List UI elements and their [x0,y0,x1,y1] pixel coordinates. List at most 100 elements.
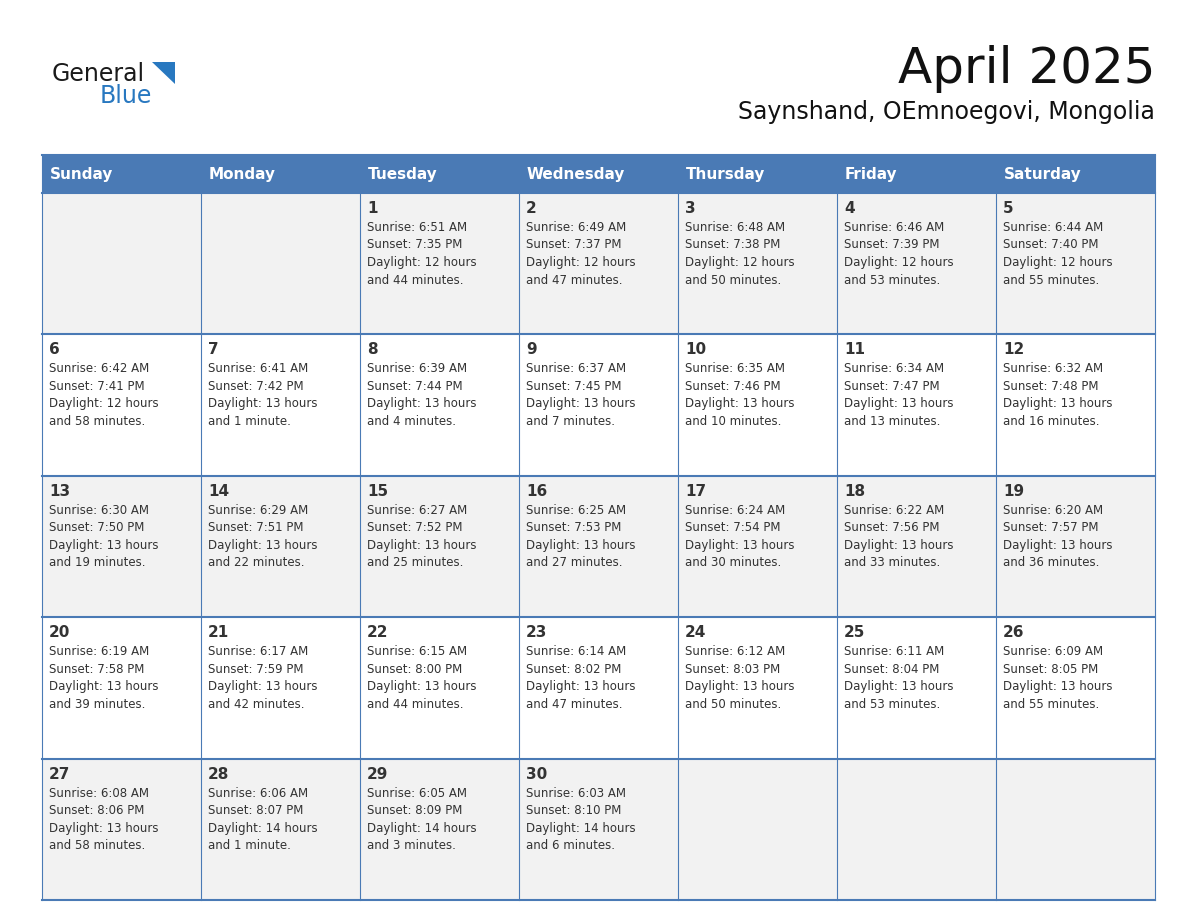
Text: Daylight: 12 hours: Daylight: 12 hours [49,397,159,410]
Text: 10: 10 [685,342,706,357]
Text: Sunrise: 6:24 AM: Sunrise: 6:24 AM [685,504,785,517]
Text: Daylight: 13 hours: Daylight: 13 hours [1003,680,1112,693]
Text: Sunset: 8:04 PM: Sunset: 8:04 PM [843,663,940,676]
Text: Friday: Friday [845,166,898,182]
Text: Daylight: 12 hours: Daylight: 12 hours [1003,256,1113,269]
Text: 19: 19 [1003,484,1024,498]
Text: Daylight: 13 hours: Daylight: 13 hours [843,397,954,410]
Text: and 53 minutes.: and 53 minutes. [843,274,940,286]
Text: 21: 21 [208,625,229,640]
Text: 5: 5 [1003,201,1013,216]
Text: 23: 23 [526,625,548,640]
Text: Saturday: Saturday [1004,166,1082,182]
Text: Sunrise: 6:42 AM: Sunrise: 6:42 AM [49,363,150,375]
Text: April 2025: April 2025 [897,45,1155,93]
Text: Daylight: 13 hours: Daylight: 13 hours [1003,539,1112,552]
Text: Sunrise: 6:41 AM: Sunrise: 6:41 AM [208,363,308,375]
Text: Sunset: 7:53 PM: Sunset: 7:53 PM [526,521,621,534]
Text: Sunrise: 6:44 AM: Sunrise: 6:44 AM [1003,221,1104,234]
Bar [42,155,1155,193]
Text: and 36 minutes.: and 36 minutes. [1003,556,1099,569]
Text: Sunrise: 6:17 AM: Sunrise: 6:17 AM [208,645,308,658]
Bar [42,617,1155,758]
Text: Sunset: 8:05 PM: Sunset: 8:05 PM [1003,663,1098,676]
Text: and 55 minutes.: and 55 minutes. [1003,274,1099,286]
Text: 3: 3 [685,201,696,216]
Text: Wednesday: Wednesday [527,166,625,182]
Text: Saynshand, OEmnoegovi, Mongolia: Saynshand, OEmnoegovi, Mongolia [738,100,1155,124]
Text: Daylight: 13 hours: Daylight: 13 hours [685,539,795,552]
Text: and 13 minutes.: and 13 minutes. [843,415,941,428]
Text: Sunday: Sunday [50,166,113,182]
Bar [42,334,1155,476]
Text: 9: 9 [526,342,537,357]
Text: Sunset: 8:07 PM: Sunset: 8:07 PM [208,804,303,817]
Text: Sunrise: 6:32 AM: Sunrise: 6:32 AM [1003,363,1104,375]
Text: Daylight: 12 hours: Daylight: 12 hours [685,256,795,269]
Text: Sunset: 7:44 PM: Sunset: 7:44 PM [367,380,462,393]
Text: Sunset: 7:37 PM: Sunset: 7:37 PM [526,239,621,252]
Text: 2: 2 [526,201,537,216]
Text: and 44 minutes.: and 44 minutes. [367,698,463,711]
Text: Blue: Blue [100,84,152,108]
Text: Daylight: 12 hours: Daylight: 12 hours [526,256,636,269]
Text: Sunset: 7:42 PM: Sunset: 7:42 PM [208,380,304,393]
Text: Sunset: 8:09 PM: Sunset: 8:09 PM [367,804,462,817]
Text: Sunset: 7:40 PM: Sunset: 7:40 PM [1003,239,1099,252]
Text: 14: 14 [208,484,229,498]
Text: and 44 minutes.: and 44 minutes. [367,274,463,286]
Text: Daylight: 13 hours: Daylight: 13 hours [49,539,158,552]
Text: Daylight: 13 hours: Daylight: 13 hours [685,680,795,693]
Text: Daylight: 14 hours: Daylight: 14 hours [367,822,476,834]
Text: Daylight: 13 hours: Daylight: 13 hours [367,397,476,410]
Text: Sunrise: 6:51 AM: Sunrise: 6:51 AM [367,221,467,234]
Text: Sunrise: 6:11 AM: Sunrise: 6:11 AM [843,645,944,658]
Text: 13: 13 [49,484,70,498]
Text: Sunset: 8:10 PM: Sunset: 8:10 PM [526,804,621,817]
Text: Sunrise: 6:12 AM: Sunrise: 6:12 AM [685,645,785,658]
Text: 7: 7 [208,342,219,357]
Text: and 50 minutes.: and 50 minutes. [685,698,782,711]
Text: Daylight: 13 hours: Daylight: 13 hours [1003,397,1112,410]
Text: Sunset: 8:02 PM: Sunset: 8:02 PM [526,663,621,676]
Text: and 4 minutes.: and 4 minutes. [367,415,456,428]
Text: Sunrise: 6:14 AM: Sunrise: 6:14 AM [526,645,626,658]
Text: and 47 minutes.: and 47 minutes. [526,274,623,286]
Text: Daylight: 14 hours: Daylight: 14 hours [208,822,317,834]
Bar [42,193,1155,334]
Text: 30: 30 [526,767,548,781]
Text: General: General [52,62,145,86]
Text: and 1 minute.: and 1 minute. [208,415,291,428]
Text: Daylight: 13 hours: Daylight: 13 hours [49,822,158,834]
Text: 28: 28 [208,767,229,781]
Text: and 39 minutes.: and 39 minutes. [49,698,145,711]
Text: and 16 minutes.: and 16 minutes. [1003,415,1100,428]
Text: Sunrise: 6:05 AM: Sunrise: 6:05 AM [367,787,467,800]
Text: Sunset: 7:57 PM: Sunset: 7:57 PM [1003,521,1099,534]
Text: and 6 minutes.: and 6 minutes. [526,839,615,852]
Text: and 58 minutes.: and 58 minutes. [49,415,145,428]
Text: Sunset: 7:45 PM: Sunset: 7:45 PM [526,380,621,393]
Text: Sunrise: 6:19 AM: Sunrise: 6:19 AM [49,645,150,658]
Text: 6: 6 [49,342,59,357]
Text: Thursday: Thursday [685,166,765,182]
Text: Daylight: 13 hours: Daylight: 13 hours [526,397,636,410]
Text: Daylight: 13 hours: Daylight: 13 hours [208,397,317,410]
Text: Sunset: 7:52 PM: Sunset: 7:52 PM [367,521,462,534]
Text: Sunrise: 6:34 AM: Sunrise: 6:34 AM [843,363,944,375]
Text: Sunrise: 6:39 AM: Sunrise: 6:39 AM [367,363,467,375]
Text: Sunset: 7:58 PM: Sunset: 7:58 PM [49,663,145,676]
Text: 27: 27 [49,767,70,781]
Text: and 10 minutes.: and 10 minutes. [685,415,782,428]
Text: Sunrise: 6:49 AM: Sunrise: 6:49 AM [526,221,626,234]
Text: and 42 minutes.: and 42 minutes. [208,698,304,711]
Text: 26: 26 [1003,625,1024,640]
Text: and 58 minutes.: and 58 minutes. [49,839,145,852]
Text: and 55 minutes.: and 55 minutes. [1003,698,1099,711]
Text: Monday: Monday [209,166,276,182]
Text: Sunrise: 6:08 AM: Sunrise: 6:08 AM [49,787,148,800]
Text: Sunrise: 6:06 AM: Sunrise: 6:06 AM [208,787,308,800]
Text: and 3 minutes.: and 3 minutes. [367,839,456,852]
Text: Daylight: 13 hours: Daylight: 13 hours [526,539,636,552]
Text: Sunset: 7:47 PM: Sunset: 7:47 PM [843,380,940,393]
